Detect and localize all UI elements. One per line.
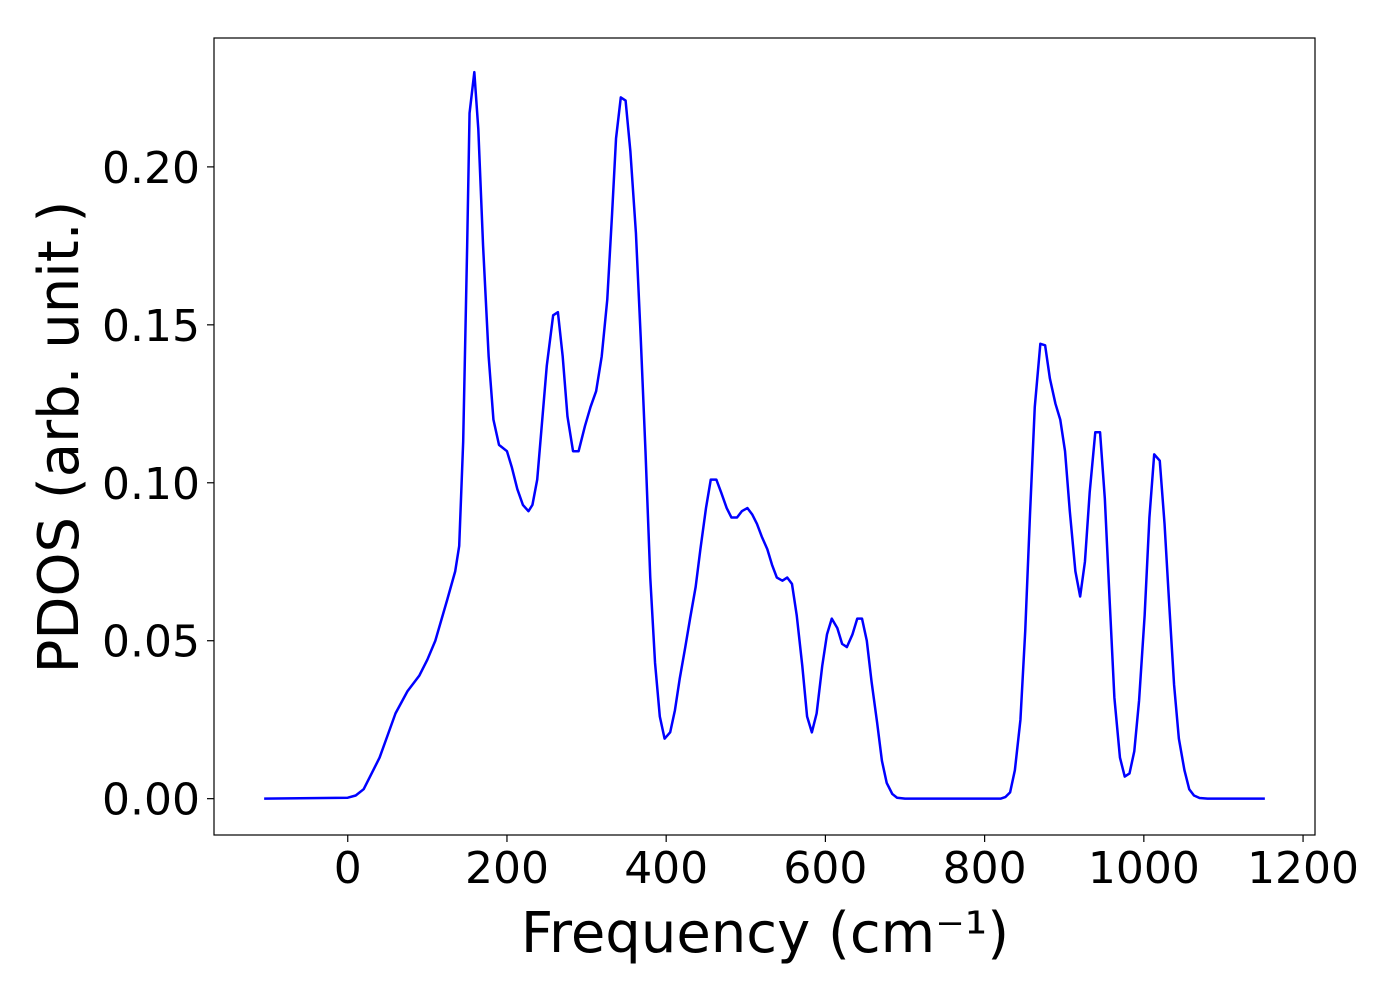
y-axis-label: PDOS (arb. unit.) <box>27 201 92 674</box>
x-tick-label: 0 <box>334 843 362 894</box>
y-tick-label: 0.10 <box>102 459 200 510</box>
pdos-line <box>264 70 1265 800</box>
x-tick-label: 400 <box>624 843 708 894</box>
plot-frame <box>213 37 1316 836</box>
y-tick-label: 0.00 <box>102 775 200 826</box>
x-axis-label: Frequency (cm⁻¹) <box>521 901 1009 966</box>
x-tick-label: 800 <box>943 843 1027 894</box>
x-tick-label: 1200 <box>1247 843 1359 894</box>
y-tick-label: 0.15 <box>102 301 200 352</box>
y-tick-label: 0.20 <box>102 143 200 194</box>
x-tick-label: 600 <box>783 843 867 894</box>
x-tick-label: 1000 <box>1088 843 1200 894</box>
y-tick-label: 0.05 <box>102 617 200 668</box>
x-tick-label: 200 <box>465 843 549 894</box>
